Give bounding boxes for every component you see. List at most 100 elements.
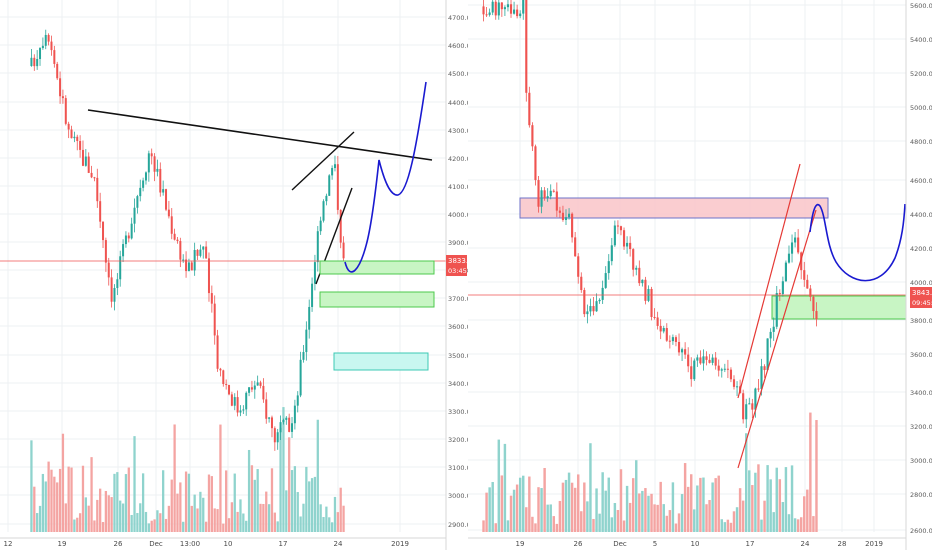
x-tick-label: 26 <box>574 540 583 548</box>
candle-body <box>583 290 586 315</box>
candle-body <box>110 277 113 302</box>
volume-bar <box>573 487 577 532</box>
candle-body <box>748 403 751 405</box>
candle-body <box>256 382 259 386</box>
candle-body <box>626 242 629 247</box>
candle-body <box>113 288 116 302</box>
candle-body <box>276 432 279 443</box>
y-tick-label: 4100.0 <box>448 183 471 191</box>
volume-bar <box>328 517 331 532</box>
volume-bar <box>705 504 708 532</box>
candle-body <box>543 190 546 199</box>
y-tick-label: 3000.0 <box>448 492 471 500</box>
volume-bar <box>113 473 116 532</box>
left-time-axis[interactable]: 12 19 26 Dec 13:00 10 17 24 2019 <box>0 537 446 548</box>
volume-bar <box>812 516 815 532</box>
candle-body <box>216 335 219 369</box>
left-chart-panel[interactable]: 4700.0 4600.0 4500.0 4400.0 4300.0 4200.0 4100… <box>0 0 473 550</box>
volume-bar <box>610 517 614 532</box>
candle-body <box>30 57 33 67</box>
x-tick-label: Dec <box>613 540 627 548</box>
candle-body <box>659 325 662 332</box>
x-tick-label: 17 <box>746 540 755 548</box>
volume-bar <box>653 504 656 532</box>
volume-bar <box>683 463 687 532</box>
candle-body <box>142 180 145 188</box>
volume-bar <box>803 496 806 532</box>
right-chart-panel[interactable]: 5600.0 5400.0 5200.0 5000.0 4800.0 4600.0 4400… <box>468 0 932 550</box>
volume-bar <box>769 479 772 532</box>
candle-body <box>167 209 170 217</box>
volume-bar <box>216 509 219 532</box>
candle-body <box>299 359 302 396</box>
candle-body <box>567 213 571 218</box>
volume-bar <box>164 518 168 532</box>
volume-bar <box>693 509 696 532</box>
candle-body <box>222 370 225 385</box>
volume-bar <box>616 510 620 532</box>
volume-bar <box>325 506 328 532</box>
volume-bar <box>619 469 623 532</box>
volume-bar <box>78 513 82 532</box>
left-volume-bars <box>30 407 345 532</box>
candle-body <box>99 201 102 222</box>
volume-bar <box>38 505 42 532</box>
volume-bar <box>699 477 702 532</box>
y-tick-label: 2600.0 <box>910 527 932 535</box>
candle-body <box>629 242 632 250</box>
volume-bar <box>668 510 672 532</box>
candle-body <box>193 249 196 271</box>
right-time-axis[interactable]: 19 26 Dec 5 10 17 24 28 2019 <box>468 537 906 548</box>
candle-body <box>564 217 568 220</box>
candle-body <box>797 237 800 253</box>
volume-bar <box>242 513 245 532</box>
left-support-box-2 <box>319 291 435 308</box>
volume-bar <box>119 500 122 532</box>
volume-bar <box>30 440 33 532</box>
volume-bar <box>555 523 559 532</box>
volume-bar <box>339 487 342 532</box>
volume-bar <box>751 485 754 532</box>
candle-body <box>497 2 500 16</box>
right-channel-upper-line <box>737 163 801 399</box>
right-price-axis[interactable]: 5600.0 5400.0 5200.0 5000.0 4800.0 4600.0 4400… <box>910 2 932 535</box>
volume-bar <box>276 521 279 532</box>
candle-body <box>607 261 610 274</box>
candle-body <box>519 13 522 17</box>
y-tick-label: 4600.0 <box>448 42 471 50</box>
volume-bar <box>558 500 562 532</box>
volume-bar <box>781 502 785 532</box>
volume-bar <box>543 467 546 532</box>
volume-bar <box>253 479 256 532</box>
candle-body <box>772 326 775 332</box>
volume-bar <box>153 519 156 532</box>
candle-body <box>156 168 159 172</box>
volume-bar <box>659 481 662 532</box>
volume-bar <box>549 504 552 532</box>
volume-bar <box>99 488 102 532</box>
right-drawings <box>737 163 906 469</box>
candle-body <box>250 387 253 390</box>
left-last-price-tag: 3833.5 03:45:4 <box>446 255 473 276</box>
volume-bar <box>711 482 714 532</box>
candle-body <box>500 2 503 10</box>
candle-body <box>291 423 294 432</box>
volume-bar <box>546 504 549 532</box>
candle-body <box>50 41 53 51</box>
volume-bar <box>625 485 629 532</box>
volume-bar <box>763 500 766 532</box>
volume-bar <box>150 520 153 532</box>
y-tick-label: 3300.0 <box>448 408 471 416</box>
volume-bar <box>506 520 510 532</box>
candle-body <box>561 212 565 220</box>
volume-bar <box>576 474 580 532</box>
candle-body <box>207 258 210 294</box>
candle-body <box>225 384 228 386</box>
candle-body <box>139 187 142 197</box>
volume-bar <box>173 424 176 532</box>
right-support-zone <box>771 295 907 320</box>
volume-bar <box>110 497 113 532</box>
y-tick-label: 4500.0 <box>448 70 471 78</box>
volume-bar <box>336 512 339 532</box>
x-tick-label: 26 <box>114 540 123 548</box>
